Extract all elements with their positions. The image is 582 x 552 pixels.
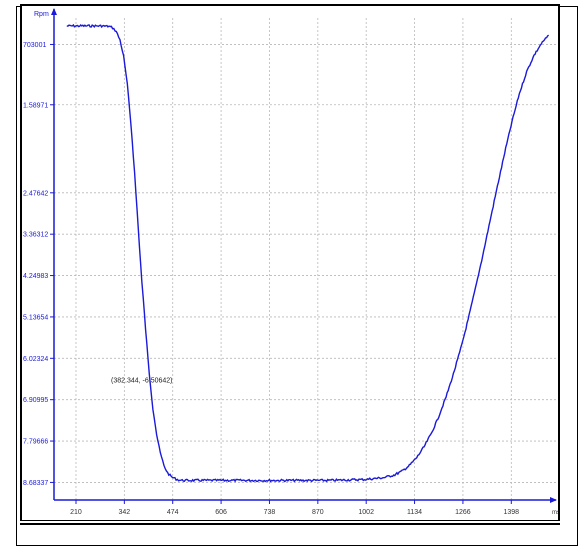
x-tick-label: 1398 (504, 509, 520, 516)
y-tick-label: 703001 (23, 42, 46, 49)
y-tick-label: 3.36312 (23, 232, 48, 239)
x-tick-label: 1134 (407, 509, 422, 516)
rpm-line-chart: 210 342 474 606 738 870 1002 1134 1266 1398 703001… (23, 8, 558, 516)
y-tick-label: 7.79666 (23, 439, 48, 446)
y-tick-label: 6.02324 (23, 356, 48, 363)
y-tick-label: 1.58971 (23, 102, 48, 109)
y-axis-arrow (51, 8, 57, 15)
x-tick-label: 870 (312, 509, 324, 516)
x-tick-label: 210 (70, 509, 82, 516)
x-axis-label: ms (552, 510, 558, 516)
y-tick-label: 4.24983 (23, 273, 48, 280)
y-tick-label: 5.13654 (23, 314, 48, 321)
y-tick-label: 6.90995 (23, 397, 48, 404)
x-tick-label: 1002 (358, 509, 374, 516)
tick-labels: 210 342 474 606 738 870 1002 1134 1266 1398 703001… (23, 42, 519, 516)
chart-panel: 210 342 474 606 738 870 1002 1134 1266 1398 703001… (20, 4, 560, 522)
x-tick-label: 474 (167, 509, 179, 516)
rpm-series-line (66, 23, 550, 483)
cursor-readout-annotation: (382.344, -6.50642) (111, 378, 173, 385)
axes (50, 8, 557, 504)
x-tick-label: 606 (215, 509, 227, 516)
x-tick-label: 1266 (455, 509, 471, 516)
y-tick-label: 2.47642 (23, 190, 48, 197)
y-axis-label: Rpm (34, 11, 49, 18)
grid-lines (54, 18, 556, 500)
x-tick-label: 342 (119, 509, 131, 516)
y-tick-label: 8.68337 (23, 480, 48, 487)
panel-bottom-edge (20, 521, 560, 525)
x-tick-label: 738 (264, 509, 276, 516)
x-axis-arrow (550, 497, 557, 503)
